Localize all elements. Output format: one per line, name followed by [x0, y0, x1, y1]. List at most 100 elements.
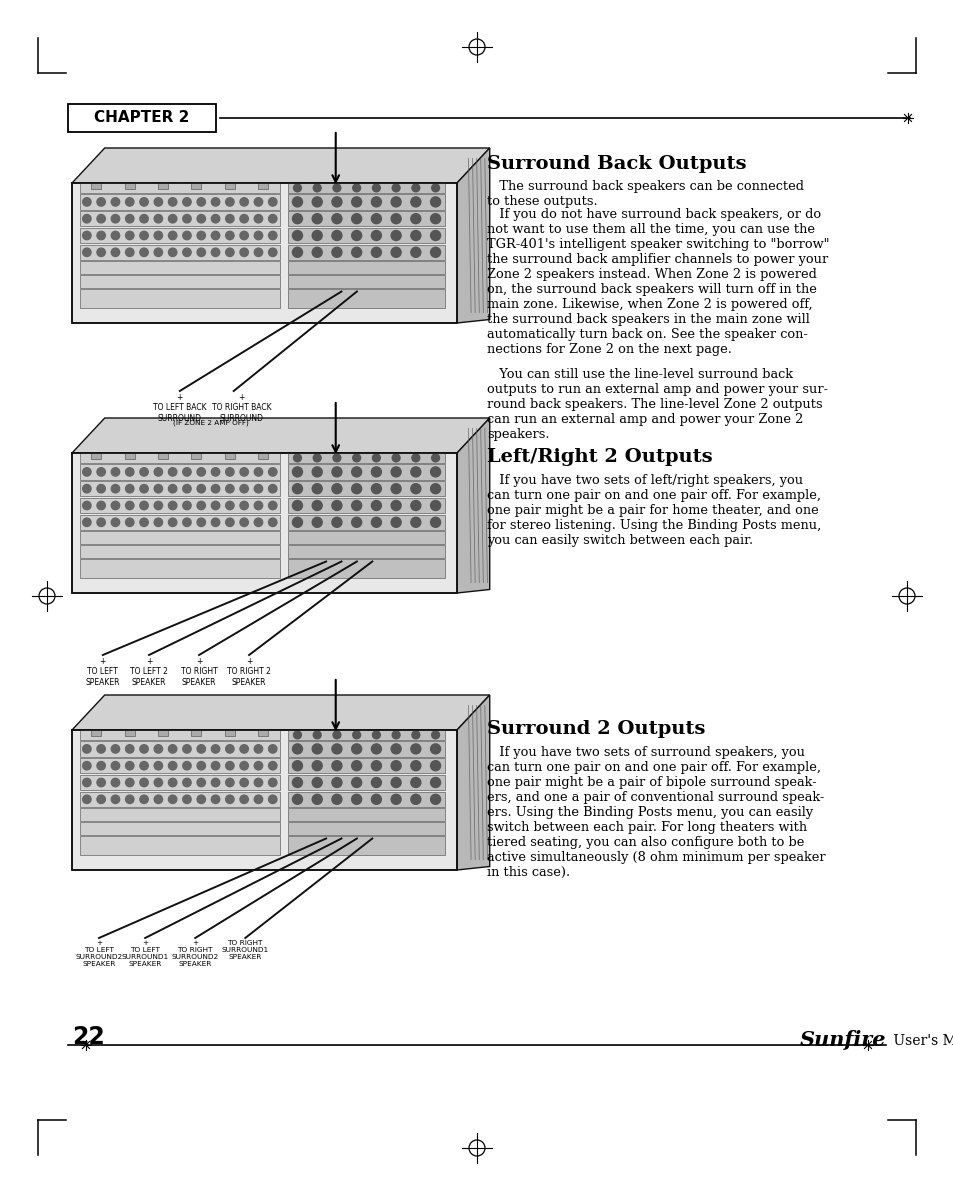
Circle shape — [268, 778, 276, 786]
Circle shape — [392, 731, 399, 738]
Circle shape — [392, 184, 399, 192]
Circle shape — [411, 778, 420, 787]
Circle shape — [197, 484, 205, 493]
Circle shape — [371, 230, 381, 241]
Circle shape — [240, 778, 248, 786]
Circle shape — [97, 761, 105, 769]
Circle shape — [333, 731, 340, 738]
Bar — [80, 836, 279, 854]
Circle shape — [212, 484, 219, 493]
Circle shape — [430, 230, 440, 241]
Bar — [80, 464, 279, 480]
Circle shape — [332, 466, 341, 477]
Circle shape — [126, 198, 133, 206]
Circle shape — [212, 198, 219, 206]
Circle shape — [183, 501, 191, 509]
Circle shape — [226, 518, 233, 526]
Circle shape — [268, 744, 276, 753]
Circle shape — [126, 484, 133, 493]
Circle shape — [169, 518, 176, 526]
Text: The surround back speakers can be connected
to these outputs.: The surround back speakers can be connec… — [486, 180, 803, 208]
Text: +
TO RIGHT 2
SPEAKER: + TO RIGHT 2 SPEAKER — [227, 657, 271, 687]
Circle shape — [268, 231, 276, 240]
Circle shape — [83, 198, 91, 206]
Bar — [287, 730, 445, 740]
Circle shape — [312, 483, 322, 494]
Circle shape — [169, 761, 176, 769]
Bar — [287, 276, 445, 288]
Bar — [287, 453, 445, 463]
Bar — [287, 560, 445, 577]
Circle shape — [140, 744, 148, 753]
Circle shape — [352, 778, 361, 787]
Circle shape — [352, 761, 361, 771]
Circle shape — [391, 778, 400, 787]
Bar — [225, 453, 234, 459]
Circle shape — [293, 744, 302, 754]
Circle shape — [97, 198, 105, 206]
Circle shape — [312, 518, 322, 527]
Circle shape — [391, 744, 400, 754]
Bar — [287, 822, 445, 835]
Circle shape — [391, 518, 400, 527]
Circle shape — [154, 744, 162, 753]
Circle shape — [169, 198, 176, 206]
Bar — [80, 560, 279, 577]
Text: You can still use the line-level surround back
outputs to run an external amp an: You can still use the line-level surroun… — [486, 367, 827, 441]
Circle shape — [140, 231, 148, 240]
Circle shape — [197, 248, 205, 256]
Circle shape — [293, 483, 302, 494]
Bar — [192, 184, 201, 190]
Circle shape — [140, 198, 148, 206]
Circle shape — [353, 731, 360, 738]
Circle shape — [352, 230, 361, 241]
Circle shape — [169, 744, 176, 753]
Circle shape — [226, 248, 233, 256]
Text: +
TO RIGHT BACK
SURROUND: + TO RIGHT BACK SURROUND — [212, 392, 272, 422]
Circle shape — [183, 484, 191, 493]
Circle shape — [197, 215, 205, 223]
Circle shape — [240, 761, 248, 769]
Circle shape — [332, 247, 341, 258]
Circle shape — [183, 468, 191, 476]
Circle shape — [197, 744, 205, 753]
Circle shape — [391, 795, 400, 804]
Bar — [80, 228, 279, 243]
Bar — [225, 184, 234, 190]
Bar — [287, 481, 445, 496]
Circle shape — [126, 231, 133, 240]
Bar — [80, 822, 279, 835]
Circle shape — [154, 198, 162, 206]
Circle shape — [112, 761, 119, 769]
Circle shape — [183, 248, 191, 256]
Circle shape — [254, 518, 262, 526]
Circle shape — [430, 761, 440, 771]
Circle shape — [112, 744, 119, 753]
Text: (IF ZONE 2 AMP OFF): (IF ZONE 2 AMP OFF) — [172, 419, 249, 426]
Circle shape — [240, 231, 248, 240]
Circle shape — [293, 466, 302, 477]
Circle shape — [226, 484, 233, 493]
Circle shape — [212, 518, 219, 526]
Circle shape — [352, 795, 361, 804]
Circle shape — [83, 248, 91, 256]
Bar — [287, 194, 445, 210]
Circle shape — [126, 518, 133, 526]
Circle shape — [333, 184, 340, 192]
Circle shape — [154, 484, 162, 493]
Circle shape — [112, 795, 119, 804]
Circle shape — [312, 247, 322, 258]
Text: +
TO LEFT 2
SPEAKER: + TO LEFT 2 SPEAKER — [130, 657, 168, 687]
Circle shape — [83, 518, 91, 526]
Circle shape — [254, 198, 262, 206]
Bar — [287, 211, 445, 227]
Bar — [158, 184, 168, 190]
Bar — [80, 792, 279, 806]
Circle shape — [352, 744, 361, 754]
Circle shape — [352, 466, 361, 477]
Text: If you do not have surround back speakers, or do
not want to use them all the ti: If you do not have surround back speaker… — [486, 208, 828, 356]
Circle shape — [197, 518, 205, 526]
Circle shape — [352, 197, 361, 206]
Bar — [287, 245, 445, 260]
Circle shape — [430, 483, 440, 494]
